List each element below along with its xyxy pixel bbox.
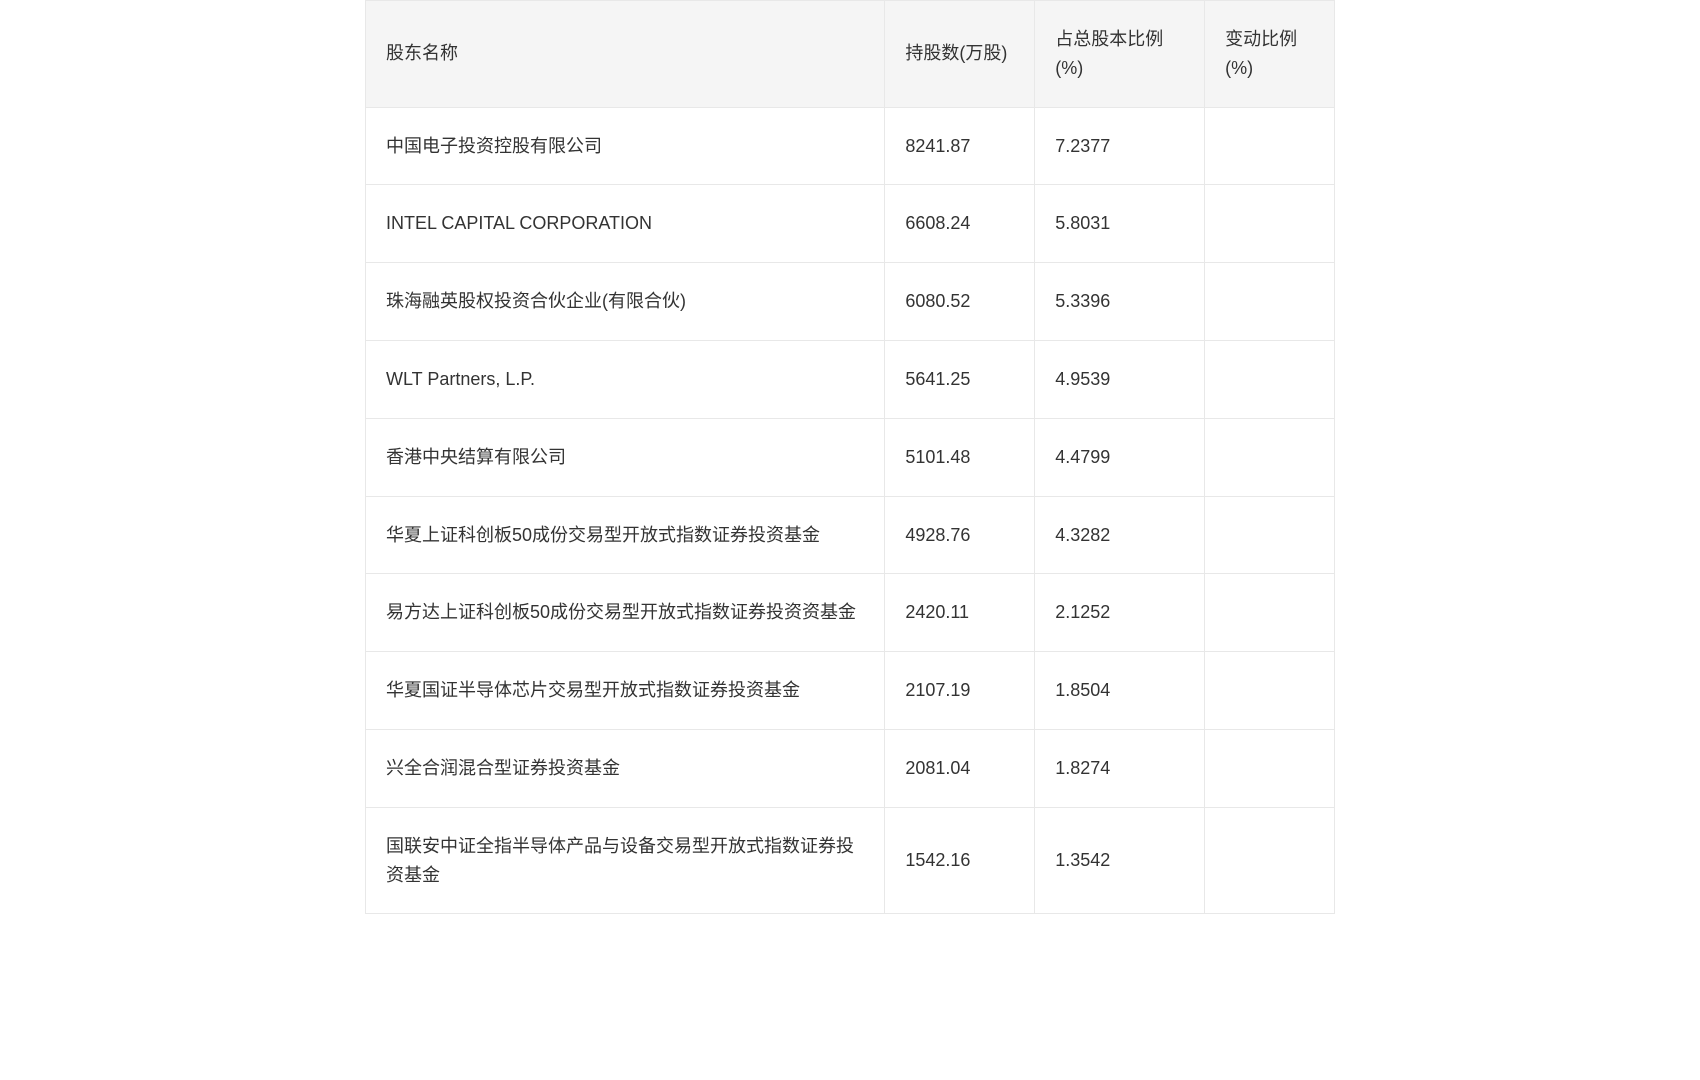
cell-percent: 1.8274 [1035,729,1205,807]
table-row: 兴全合润混合型证券投资基金 2081.04 1.8274 [366,729,1335,807]
cell-percent: 1.8504 [1035,652,1205,730]
cell-name: INTEL CAPITAL CORPORATION [366,185,885,263]
cell-name: WLT Partners, L.P. [366,340,885,418]
cell-change [1205,574,1335,652]
cell-shares: 6608.24 [885,185,1035,263]
cell-change [1205,185,1335,263]
cell-shares: 5641.25 [885,340,1035,418]
cell-shares: 8241.87 [885,107,1035,185]
cell-shares: 5101.48 [885,418,1035,496]
cell-name: 华夏国证半导体芯片交易型开放式指数证券投资基金 [366,652,885,730]
table-row: 华夏国证半导体芯片交易型开放式指数证券投资基金 2107.19 1.8504 [366,652,1335,730]
column-header-percent: 占总股本比例(%) [1035,1,1205,108]
table-row: 华夏上证科创板50成份交易型开放式指数证券投资基金 4928.76 4.3282 [366,496,1335,574]
cell-shares: 2420.11 [885,574,1035,652]
column-header-change: 变动比例(%) [1205,1,1335,108]
column-header-name: 股东名称 [366,1,885,108]
cell-name: 香港中央结算有限公司 [366,418,885,496]
table-header: 股东名称 持股数(万股) 占总股本比例(%) 变动比例(%) [366,1,1335,108]
cell-change [1205,107,1335,185]
cell-percent: 4.4799 [1035,418,1205,496]
cell-name: 易方达上证科创板50成份交易型开放式指数证券投资资基金 [366,574,885,652]
column-header-shares: 持股数(万股) [885,1,1035,108]
cell-shares: 2081.04 [885,729,1035,807]
table-body: 中国电子投资控股有限公司 8241.87 7.2377 INTEL CAPITA… [366,107,1335,914]
cell-shares: 6080.52 [885,263,1035,341]
cell-percent: 2.1252 [1035,574,1205,652]
cell-shares: 2107.19 [885,652,1035,730]
cell-percent: 4.9539 [1035,340,1205,418]
cell-name: 中国电子投资控股有限公司 [366,107,885,185]
shareholders-table-container: 股东名称 持股数(万股) 占总股本比例(%) 变动比例(%) 中国电子投资控股有… [365,0,1335,914]
cell-percent: 5.3396 [1035,263,1205,341]
cell-percent: 4.3282 [1035,496,1205,574]
cell-name: 珠海融英股权投资合伙企业(有限合伙) [366,263,885,341]
table-row: 香港中央结算有限公司 5101.48 4.4799 [366,418,1335,496]
table-row: WLT Partners, L.P. 5641.25 4.9539 [366,340,1335,418]
cell-change [1205,340,1335,418]
cell-change [1205,263,1335,341]
cell-percent: 1.3542 [1035,807,1205,914]
cell-shares: 1542.16 [885,807,1035,914]
table-row: INTEL CAPITAL CORPORATION 6608.24 5.8031 [366,185,1335,263]
cell-shares: 4928.76 [885,496,1035,574]
table-row: 珠海融英股权投资合伙企业(有限合伙) 6080.52 5.3396 [366,263,1335,341]
shareholders-table: 股东名称 持股数(万股) 占总股本比例(%) 变动比例(%) 中国电子投资控股有… [365,0,1335,914]
table-row: 国联安中证全指半导体产品与设备交易型开放式指数证券投资基金 1542.16 1.… [366,807,1335,914]
cell-change [1205,418,1335,496]
cell-change [1205,807,1335,914]
table-row: 易方达上证科创板50成份交易型开放式指数证券投资资基金 2420.11 2.12… [366,574,1335,652]
header-row: 股东名称 持股数(万股) 占总股本比例(%) 变动比例(%) [366,1,1335,108]
cell-name: 华夏上证科创板50成份交易型开放式指数证券投资基金 [366,496,885,574]
cell-percent: 7.2377 [1035,107,1205,185]
cell-change [1205,496,1335,574]
cell-change [1205,652,1335,730]
cell-percent: 5.8031 [1035,185,1205,263]
table-row: 中国电子投资控股有限公司 8241.87 7.2377 [366,107,1335,185]
cell-name: 兴全合润混合型证券投资基金 [366,729,885,807]
cell-name: 国联安中证全指半导体产品与设备交易型开放式指数证券投资基金 [366,807,885,914]
cell-change [1205,729,1335,807]
